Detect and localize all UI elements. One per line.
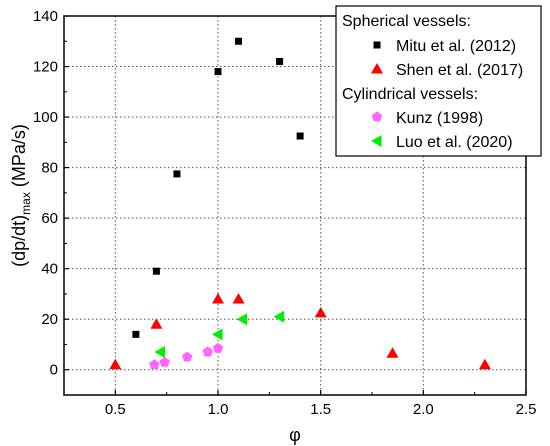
data-point	[132, 330, 140, 338]
y-tick-label: 0	[50, 362, 58, 379]
series-2	[109, 293, 491, 370]
data-points	[109, 37, 491, 370]
x-tick-label: 2.5	[516, 401, 537, 418]
data-point	[182, 351, 193, 362]
data-point	[173, 170, 181, 178]
legend-marker	[371, 111, 383, 122]
plot-area-frame	[63, 15, 527, 396]
x-tick-label: 1.0	[208, 401, 229, 418]
y-axis-title: (dp/dt)max (MPa/s)	[9, 124, 33, 267]
data-point	[236, 313, 248, 326]
legend-marker	[373, 41, 381, 49]
data-point	[386, 347, 399, 358]
legend-label-shen: Shen et al. (2017)	[396, 62, 523, 79]
legend-label-luo: Luo et al. (2020)	[396, 134, 513, 151]
x-tick-label: 1.5	[310, 401, 331, 418]
y-tick-label: 120	[33, 59, 58, 76]
data-point	[235, 37, 243, 45]
legend: Spherical vessels: Mitu et al. (2012) Sh…	[335, 5, 542, 157]
x-tick-label: 2.0	[413, 401, 434, 418]
data-point	[212, 328, 223, 341]
series-3	[149, 342, 224, 370]
data-point	[150, 318, 163, 329]
legend-heading-cylindrical: Cylindrical vessels:	[342, 86, 478, 103]
data-point	[212, 293, 224, 304]
series-1	[132, 37, 304, 338]
legend-markers	[371, 41, 383, 147]
y-tick-label: 40	[41, 261, 58, 278]
data-point	[232, 293, 245, 304]
data-point	[149, 359, 160, 370]
data-point	[273, 310, 285, 323]
data-point	[214, 68, 222, 76]
data-point	[478, 358, 491, 370]
data-point	[276, 57, 284, 65]
data-point	[154, 346, 165, 358]
y-tick-label: 20	[41, 311, 58, 328]
legend-heading-spherical: Spherical vessels:	[342, 13, 471, 30]
data-point	[314, 306, 327, 318]
y-axis-title-unit: (MPa/s)	[9, 124, 29, 192]
data-point	[109, 358, 122, 370]
data-point	[296, 132, 304, 140]
series-4	[154, 310, 285, 358]
data-point	[159, 356, 170, 367]
data-point	[202, 346, 213, 357]
x-axis-title: φ	[289, 425, 301, 445]
axis-ticks: 0.5 1.0 1.5 2.0 2.5 0 20 40 60 80 100 120 140	[33, 8, 536, 418]
y-tick-label: 140	[33, 8, 58, 25]
y-tick-label: 100	[33, 109, 58, 126]
y-tick-label: 80	[41, 160, 58, 177]
data-point	[152, 267, 160, 275]
legend-label-mitu: Mitu et al. (2012)	[396, 38, 516, 55]
legend-marker	[371, 63, 383, 74]
data-point	[212, 342, 224, 353]
y-axis-title-main: (dp/dt)	[9, 215, 29, 267]
legend-label-kunz: Kunz (1998)	[396, 110, 483, 127]
legend-marker	[371, 135, 382, 147]
y-tick-label: 60	[41, 210, 58, 227]
x-tick-label: 0.5	[105, 401, 126, 418]
legend-box	[335, 5, 542, 157]
y-axis-title-subscript: max	[19, 192, 33, 215]
